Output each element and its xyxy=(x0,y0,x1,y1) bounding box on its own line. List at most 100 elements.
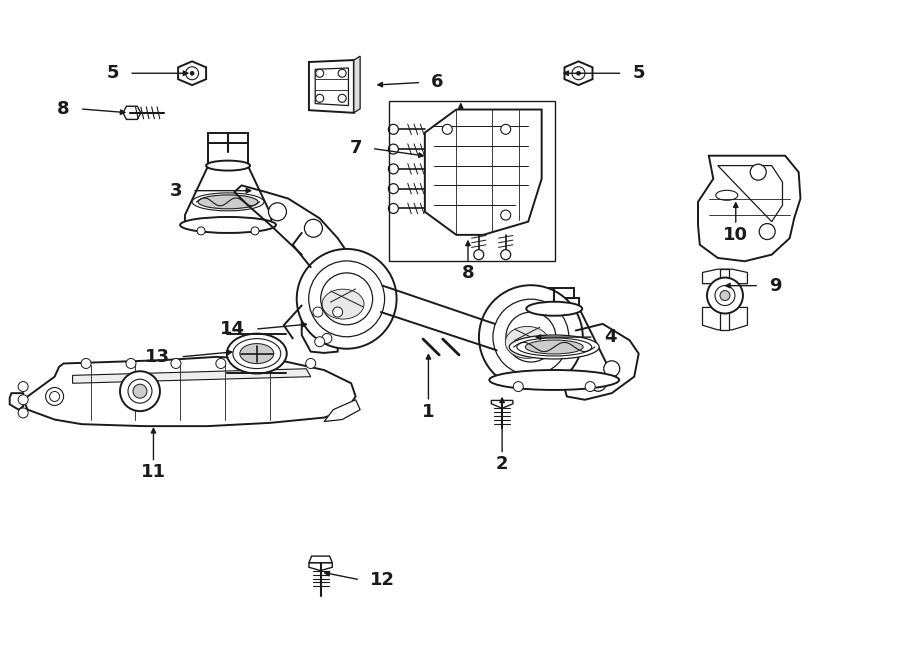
Circle shape xyxy=(126,358,136,368)
Text: 14: 14 xyxy=(220,320,245,338)
Text: 6: 6 xyxy=(431,73,444,91)
Ellipse shape xyxy=(206,161,250,171)
Circle shape xyxy=(389,184,399,194)
Circle shape xyxy=(338,95,346,102)
Polygon shape xyxy=(178,61,206,85)
Circle shape xyxy=(604,361,620,377)
Text: 13: 13 xyxy=(146,348,170,366)
Ellipse shape xyxy=(509,335,599,359)
Circle shape xyxy=(316,95,324,102)
Circle shape xyxy=(389,164,399,174)
Polygon shape xyxy=(23,357,356,426)
Polygon shape xyxy=(529,297,580,309)
Text: 1: 1 xyxy=(422,403,435,420)
Text: 11: 11 xyxy=(141,463,166,481)
Circle shape xyxy=(493,299,569,375)
Ellipse shape xyxy=(233,338,281,369)
Polygon shape xyxy=(496,309,613,380)
Circle shape xyxy=(333,307,343,317)
Polygon shape xyxy=(309,556,332,563)
Ellipse shape xyxy=(526,302,582,316)
Text: 9: 9 xyxy=(770,277,781,295)
Circle shape xyxy=(585,381,595,391)
Ellipse shape xyxy=(716,190,738,200)
Circle shape xyxy=(473,250,483,260)
Ellipse shape xyxy=(490,370,619,390)
Circle shape xyxy=(577,71,580,75)
Polygon shape xyxy=(698,156,800,261)
Polygon shape xyxy=(315,68,348,106)
Circle shape xyxy=(190,71,194,75)
Polygon shape xyxy=(718,166,782,221)
Circle shape xyxy=(304,219,322,237)
Text: 10: 10 xyxy=(724,226,748,244)
Text: 4: 4 xyxy=(604,328,617,346)
Circle shape xyxy=(251,227,259,235)
Circle shape xyxy=(479,285,583,389)
Text: 3: 3 xyxy=(169,182,182,200)
Text: 7: 7 xyxy=(349,139,362,157)
Circle shape xyxy=(506,312,556,362)
Polygon shape xyxy=(535,288,574,297)
Polygon shape xyxy=(208,133,248,143)
Polygon shape xyxy=(73,369,310,383)
Ellipse shape xyxy=(192,193,264,211)
Text: 2: 2 xyxy=(496,455,508,473)
Ellipse shape xyxy=(239,344,274,364)
Bar xyxy=(389,101,555,261)
Ellipse shape xyxy=(526,340,583,354)
Circle shape xyxy=(18,408,28,418)
Text: 5: 5 xyxy=(633,64,645,82)
Ellipse shape xyxy=(198,195,258,209)
Circle shape xyxy=(572,67,585,80)
Circle shape xyxy=(128,379,152,403)
Circle shape xyxy=(590,375,607,391)
Circle shape xyxy=(751,164,766,180)
Circle shape xyxy=(707,278,742,313)
Circle shape xyxy=(197,227,205,235)
Circle shape xyxy=(120,371,160,411)
Circle shape xyxy=(18,381,28,391)
Circle shape xyxy=(442,124,453,134)
Circle shape xyxy=(268,203,286,221)
Circle shape xyxy=(389,124,399,134)
Circle shape xyxy=(322,333,332,344)
Circle shape xyxy=(185,67,199,80)
Circle shape xyxy=(500,210,510,220)
Circle shape xyxy=(760,223,775,239)
Circle shape xyxy=(389,204,399,214)
Polygon shape xyxy=(354,56,360,113)
Circle shape xyxy=(81,358,91,368)
Polygon shape xyxy=(703,269,747,284)
Circle shape xyxy=(500,124,510,134)
Polygon shape xyxy=(564,61,592,85)
Polygon shape xyxy=(309,60,354,113)
Polygon shape xyxy=(572,362,590,377)
Circle shape xyxy=(46,387,64,405)
Circle shape xyxy=(338,69,346,77)
Circle shape xyxy=(261,358,271,368)
Text: 5: 5 xyxy=(107,64,119,82)
Circle shape xyxy=(316,69,324,77)
Circle shape xyxy=(389,144,399,154)
Circle shape xyxy=(720,291,730,301)
Ellipse shape xyxy=(227,334,287,373)
Circle shape xyxy=(133,384,147,398)
Circle shape xyxy=(315,336,325,347)
Text: 8: 8 xyxy=(58,100,70,118)
Circle shape xyxy=(500,250,510,260)
Circle shape xyxy=(306,358,316,368)
Circle shape xyxy=(309,261,384,336)
Ellipse shape xyxy=(505,327,549,358)
Polygon shape xyxy=(425,110,542,235)
Polygon shape xyxy=(184,166,271,225)
Circle shape xyxy=(715,286,735,305)
Polygon shape xyxy=(302,300,351,353)
Circle shape xyxy=(320,273,373,325)
Polygon shape xyxy=(10,393,23,410)
Circle shape xyxy=(50,391,59,401)
Circle shape xyxy=(216,358,226,368)
Polygon shape xyxy=(491,401,513,408)
Text: 8: 8 xyxy=(462,264,474,282)
Polygon shape xyxy=(703,307,747,330)
